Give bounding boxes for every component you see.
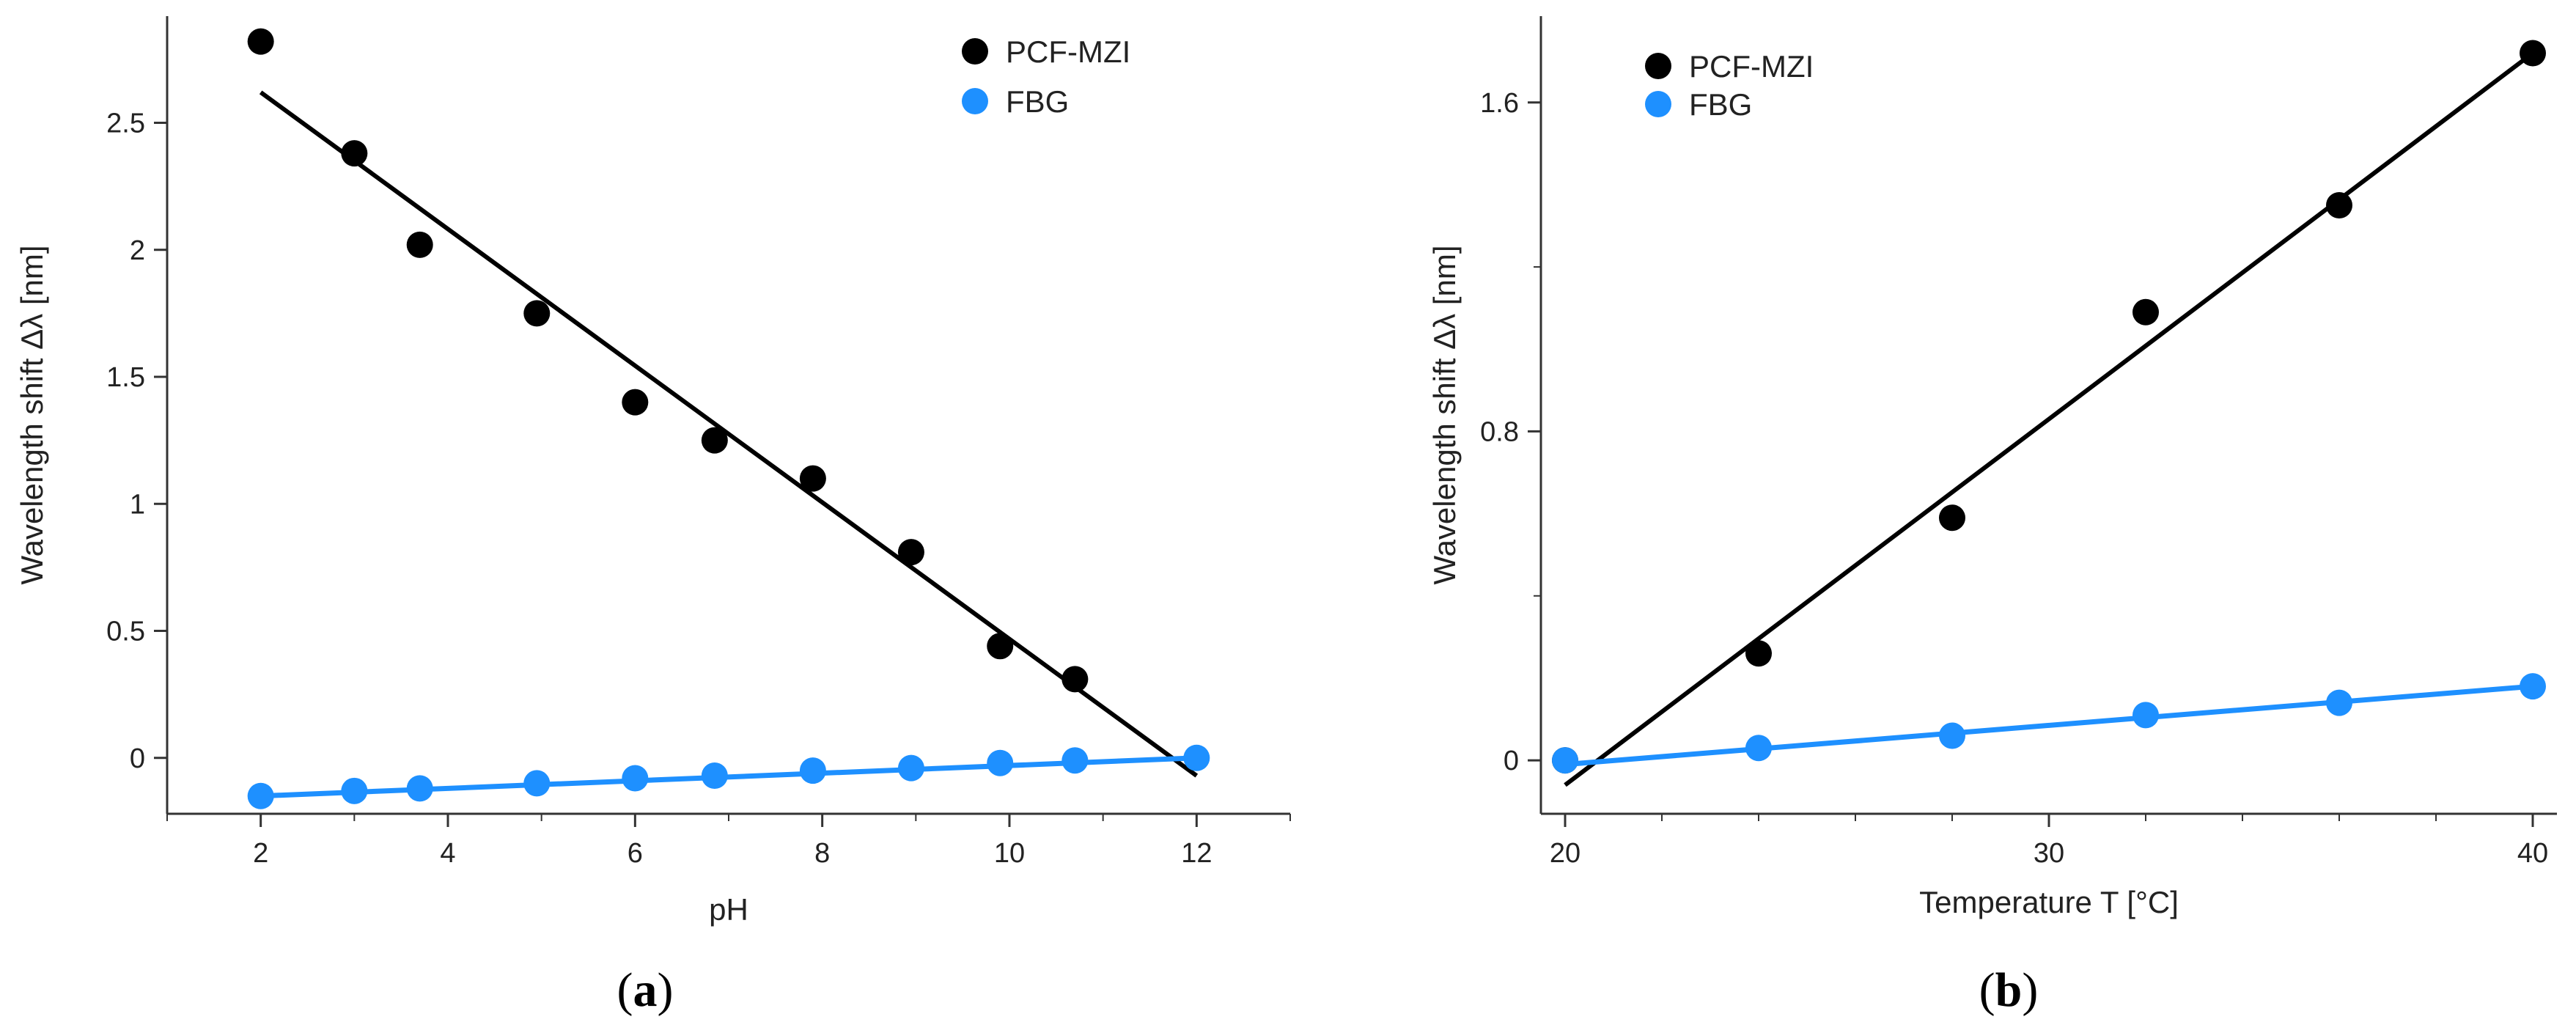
x-axis-label-a: pH [709,892,748,927]
y-axis-label-a: Wavelength shift Δλ [nm] [15,245,49,584]
panel-label-b: (b) [1979,963,2039,1017]
legend-label-fbg-a: FBG [1006,84,1069,119]
data-point-pcf-mzi-a [247,28,274,55]
data-point-fbg-a [701,762,728,790]
y-tick-label-b: 0 [1504,746,1519,776]
data-point-pcf-mzi-a [897,539,924,566]
legend-marker-pcf-mzi-b [1645,53,1671,79]
y-tick-label-a: 2.5 [106,109,145,139]
y-tick-label-b: 1.6 [1480,88,1519,119]
y-tick-label-b: 0.8 [1480,416,1519,447]
x-tick-label-b: 20 [1550,838,1580,869]
legend-marker-fbg-a [962,88,988,114]
data-point-fbg-b [2132,702,2159,729]
panel-letter-b: b [1995,963,2023,1017]
y-tick-label-a: 2 [130,235,145,266]
data-point-fbg-b [2520,673,2546,700]
y-tick-label-a: 0 [130,743,145,774]
data-point-fbg-a [1061,747,1089,774]
data-point-fbg-a [799,757,826,784]
data-point-pcf-mzi-b [2520,40,2546,67]
fit-line-pcf-mzi-b [1564,51,2534,787]
panel-letter-a: a [633,963,658,1017]
data-point-fbg-a [523,770,551,797]
y-axis-label-b: Wavelength shift Δλ [nm] [1427,245,1462,584]
data-point-fbg-a [1183,744,1210,771]
x-tick-label-a: 4 [440,838,455,869]
x-tick-label-a: 6 [628,838,643,869]
data-point-pcf-mzi-a [701,427,728,454]
data-point-pcf-mzi-b [2326,191,2352,218]
data-point-pcf-mzi-b [1745,640,1772,667]
data-point-fbg-a [987,749,1014,776]
data-point-pcf-mzi-a [341,140,368,167]
data-point-pcf-mzi-a [523,300,551,327]
x-tick-label-a: 10 [994,838,1025,869]
data-point-fbg-a [406,775,433,802]
data-point-fbg-b [2326,689,2352,716]
data-point-pcf-mzi-a [622,389,649,416]
data-point-fbg-a [341,777,368,804]
data-point-pcf-mzi-b [1939,504,1965,532]
x-tick-label-b: 30 [2034,838,2064,869]
data-point-pcf-mzi-b [2132,298,2159,326]
fit-line-fbg-b [1564,683,2533,768]
fit-line-fbg-a [260,755,1197,799]
y-tick-label-a: 1.5 [106,362,145,393]
data-point-fbg-b [1939,722,1965,749]
data-point-pcf-mzi-a [406,231,433,258]
x-tick-label-a: 2 [253,838,268,869]
data-point-pcf-mzi-a [1061,666,1089,693]
legend-marker-fbg-b [1645,91,1671,117]
legend-label-pcf-mzi-b: PCF-MZI [1689,49,1814,84]
legend-label-pcf-mzi-a: PCF-MZI [1006,34,1130,69]
x-tick-label-a: 12 [1181,838,1212,869]
y-tick-label-a: 1 [130,489,145,520]
y-tick-label-a: 0.5 [106,617,145,647]
data-point-pcf-mzi-a [799,465,826,492]
data-point-fbg-a [622,765,649,792]
x-tick-label-b: 40 [2517,838,2548,869]
legend-marker-pcf-mzi-a [962,38,988,65]
data-point-fbg-b [1552,747,1578,774]
data-point-fbg-a [247,782,274,809]
chart-a: 2 4 6 8 10 12 0 0.5 1 1.5 2 2.5 pH Wavelength shift Δ… [15,16,1291,927]
data-point-fbg-b [1745,735,1772,762]
data-point-pcf-mzi-a [987,633,1014,660]
chart-b: 20 30 40 0 0.8 1.6 Temperature T [°C] Wavelengt… [1427,16,2557,919]
panel-label-a: (a) [617,963,674,1017]
x-tick-label-a: 8 [814,838,830,869]
legend-label-fbg-b: FBG [1689,87,1752,122]
x-axis-label-b: Temperature T [°C] [1919,885,2179,919]
fit-line-pcf-mzi-a [259,90,1199,778]
data-point-fbg-a [897,754,924,782]
